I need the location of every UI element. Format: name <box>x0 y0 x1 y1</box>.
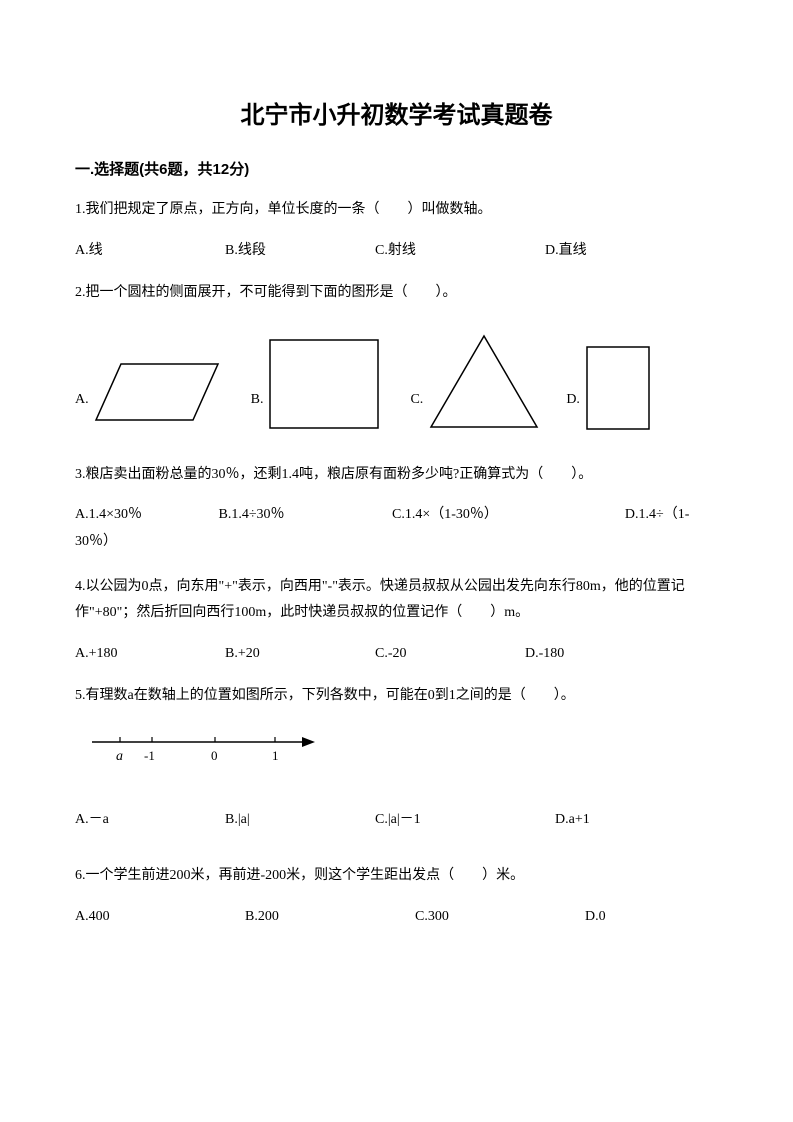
q4-text: 4.以公园为0点，向东用"+"表示，向西用"-"表示。快递员叔叔从公园出发先向东… <box>75 574 718 627</box>
nl-label-1: 1 <box>272 748 279 763</box>
parallelogram-icon <box>93 352 223 432</box>
q5-opt-b: B.|a| <box>225 807 375 834</box>
q3-opt-c: C.1.4×（1-30％） <box>392 507 498 522</box>
q1-options: A.线 B.线段 C.射线 D.直线 <box>75 238 718 265</box>
q2-opt-a-label: A. <box>75 387 89 414</box>
q6-opt-d: D.0 <box>585 904 606 931</box>
q5-opt-d: D.a+1 <box>555 807 590 834</box>
q5-options: A.－a B.|a| C.|a|－1 D.a+1 <box>75 807 718 834</box>
q6-options: A.400 B.200 C.300 D.0 <box>75 904 718 931</box>
q6-opt-c: C.300 <box>415 904 585 931</box>
nl-label-0: 0 <box>211 748 218 763</box>
q6-text: 6.一个学生前进200米，再前进-200米，则这个学生距出发点（ ）米。 <box>75 863 718 890</box>
question-3: 3.粮店卖出面粉总量的30％，还剩1.4吨，粮店原有面粉多少吨?正确算式为（ ）… <box>75 462 718 556</box>
rectangle-icon <box>584 344 652 432</box>
q4-opt-b: B.+20 <box>225 641 375 668</box>
page-title: 北宁市小升初数学考试真题卷 <box>75 95 718 130</box>
q3-opt-b: B.1.4÷30％ <box>219 502 389 529</box>
triangle-icon <box>427 332 542 432</box>
number-line-diagram: a -1 0 1 <box>90 728 718 779</box>
q6-opt-a: A.400 <box>75 904 245 931</box>
q1-opt-b: B.线段 <box>225 238 375 265</box>
nl-label-a: a <box>116 749 123 764</box>
q4-opt-d: D.-180 <box>525 641 564 668</box>
q3-opt-a: A.1.4×30％ <box>75 502 215 529</box>
q4-opt-c: C.-20 <box>375 641 525 668</box>
q6-opt-b: B.200 <box>245 904 415 931</box>
question-4: 4.以公园为0点，向东用"+"表示，向西用"-"表示。快递员叔叔从公园出发先向东… <box>75 574 718 668</box>
q1-opt-c: C.射线 <box>375 238 545 265</box>
q4-opt-a: A.+180 <box>75 641 225 668</box>
q2-opt-d-label: D. <box>566 387 580 414</box>
q2-opt-c-label: C. <box>410 387 423 414</box>
section-header: 一.选择题(共6题，共12分) <box>75 158 718 179</box>
q5-opt-c: C.|a|－1 <box>375 807 555 834</box>
q3-text: 3.粮店卖出面粉总量的30％，还剩1.4吨，粮店原有面粉多少吨?正确算式为（ ）… <box>75 462 718 489</box>
nl-label-neg1: -1 <box>144 748 155 763</box>
q1-opt-d: D.直线 <box>545 238 587 265</box>
q1-opt-a: A.线 <box>75 238 225 265</box>
q2-opt-b-label: B. <box>251 387 264 414</box>
q5-opt-a: A.－a <box>75 807 225 834</box>
q5-text: 5.有理数a在数轴上的位置如图所示，下列各数中，可能在0到1之间的是（ ）。 <box>75 683 718 710</box>
question-6: 6.一个学生前进200米，再前进-200米，则这个学生距出发点（ ）米。 A.4… <box>75 863 718 930</box>
q4-options: A.+180 B.+20 C.-20 D.-180 <box>75 641 718 668</box>
q3-options: A.1.4×30％ B.1.4÷30％ C.1.4×（1-30％） D.1.4÷… <box>75 502 718 555</box>
question-1: 1.我们把规定了原点，正方向，单位长度的一条（ ）叫做数轴。 A.线 B.线段 … <box>75 197 718 264</box>
q2-text: 2.把一个圆柱的侧面展开，不可能得到下面的图形是（ ）。 <box>75 280 718 307</box>
question-2: 2.把一个圆柱的侧面展开，不可能得到下面的图形是（ ）。 A. B. C. D. <box>75 280 718 432</box>
question-5: 5.有理数a在数轴上的位置如图所示，下列各数中，可能在0到1之间的是（ ）。 a… <box>75 683 718 833</box>
square-icon <box>267 337 382 432</box>
q2-shapes: A. B. C. D. <box>75 332 718 432</box>
q1-text: 1.我们把规定了原点，正方向，单位长度的一条（ ）叫做数轴。 <box>75 197 718 224</box>
